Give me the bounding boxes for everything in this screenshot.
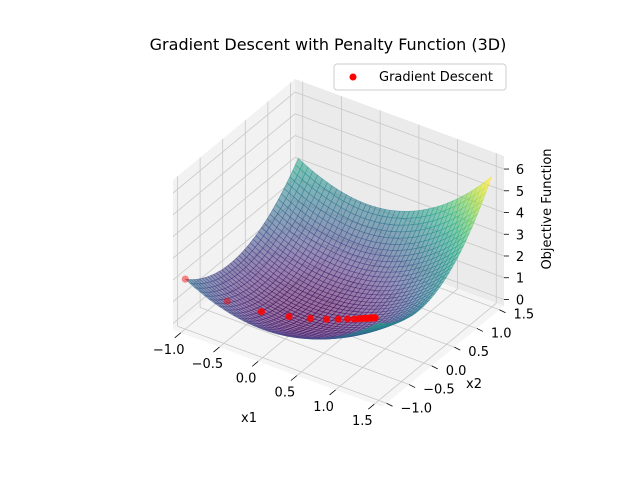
z-tick-label: 5	[516, 185, 524, 200]
x-tick-mark	[213, 346, 220, 353]
gradient-descent-point	[223, 297, 231, 305]
x-tick-label: 1.0	[313, 400, 334, 415]
x-axis-label: x1	[241, 411, 257, 426]
z-tick-label: 6	[516, 163, 524, 178]
legend-marker	[349, 73, 357, 81]
y-tick-label: 0.0	[446, 364, 467, 379]
x-tick-mark	[174, 332, 181, 339]
gradient-descent-series	[181, 275, 379, 323]
axes-ticks: −1.0−0.50.00.51.01.5−1.0−0.50.00.51.01.5…	[153, 163, 534, 429]
floor-grid-y	[199, 307, 410, 385]
z-tick-label: 3	[516, 228, 524, 243]
x-tick-label: −1.0	[153, 343, 185, 358]
gradient-descent-point	[257, 308, 265, 316]
x-tick-label: 1.5	[352, 414, 373, 429]
y-tick-mark	[454, 346, 461, 351]
x-tick-mark	[329, 389, 336, 396]
z-tick-label: 2	[516, 250, 524, 265]
z-tick-label: 4	[516, 207, 524, 222]
legend-frame	[333, 63, 507, 91]
gradient-descent-point	[306, 314, 314, 322]
y-tick-label: 1.5	[514, 308, 535, 323]
z-tick-label: 1	[516, 272, 524, 287]
chart-title: Gradient Descent with Penalty Function (…	[150, 35, 507, 54]
y-tick-mark	[386, 402, 393, 407]
surface-patch	[372, 322, 383, 327]
y-tick-label: 0.5	[468, 345, 489, 360]
legend: Gradient Descent	[333, 63, 507, 91]
x-tick-label: 0.0	[236, 371, 257, 386]
back-grid-z	[294, 113, 505, 192]
y-tick-label: −0.5	[423, 383, 455, 398]
surface-plot	[184, 157, 493, 340]
gradient-descent-point	[181, 275, 189, 283]
y-tick-label: 1.0	[491, 326, 512, 341]
y-tick-mark	[408, 384, 416, 388]
y-tick-mark	[476, 328, 484, 332]
x-tick-label: 0.5	[275, 386, 296, 401]
y-tick-label: −1.0	[401, 401, 433, 416]
x-tick-mark	[290, 375, 298, 381]
x-tick-mark	[251, 361, 259, 367]
floor-grid-x	[335, 288, 458, 391]
x-tick-label: −0.5	[192, 357, 224, 372]
floor-grid-y	[177, 325, 387, 404]
gradient-descent-point	[334, 315, 342, 323]
z-tick-label: 0	[516, 294, 524, 309]
gradient-descent-point	[322, 315, 330, 323]
legend-label: Gradient Descent	[379, 70, 493, 85]
y-axis-label: x2	[466, 377, 482, 392]
left-pane	[173, 79, 295, 330]
left-grid-z	[172, 91, 296, 194]
left-grid-z	[172, 156, 296, 259]
left-grid-z	[172, 178, 296, 281]
gradient-descent-point	[371, 314, 379, 322]
gradient-descent-point	[344, 315, 352, 323]
z-axis-label: Objective Function	[540, 148, 555, 269]
back-grid-z	[294, 91, 505, 170]
gradient-descent-point	[285, 312, 293, 321]
floor-grid-x	[374, 302, 497, 405]
y-tick-mark	[499, 309, 506, 314]
x-tick-mark	[368, 403, 375, 410]
left-grid-z	[172, 113, 296, 216]
left-grid-z	[172, 135, 296, 237]
y-tick-mark	[431, 365, 438, 370]
